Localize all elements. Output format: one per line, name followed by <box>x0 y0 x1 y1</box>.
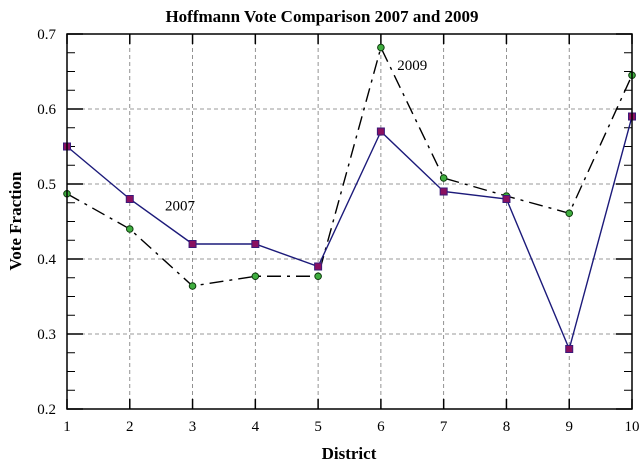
data-point-circle <box>314 272 322 281</box>
annotation-label: 2007 <box>165 198 196 214</box>
data-point-square <box>251 240 260 248</box>
data-point-square <box>314 262 323 271</box>
x-axis-label: District <box>322 444 377 463</box>
x-tick-label: 7 <box>440 419 448 435</box>
grid <box>67 34 632 409</box>
annotation-label: 2009 <box>397 58 427 74</box>
data-point-circle <box>188 282 197 290</box>
data-point-square <box>188 240 197 248</box>
data-point-square <box>125 195 134 203</box>
x-tick-label: 8 <box>503 419 511 435</box>
x-tick-label: 9 <box>565 419 573 435</box>
x-tick-label: 1 <box>63 419 71 435</box>
y-tick-label: 0.5 <box>37 177 56 193</box>
axis-ticks: 1 2 3 4 5 6 7 8 9 10 0.2 0.3 0.4 0.5 0.6 0.7 <box>37 27 639 435</box>
data-point-circle <box>565 209 574 218</box>
x-tick-label: 6 <box>377 419 385 435</box>
x-tick-label: 10 <box>625 419 640 435</box>
data-point-square <box>439 187 448 196</box>
data-point-circle <box>439 174 448 182</box>
plot-frame <box>66 33 633 410</box>
series-line <box>66 45 633 287</box>
data-point-circle <box>377 43 385 52</box>
data-point-circle <box>125 225 134 233</box>
y-tick-label: 0.2 <box>37 402 56 418</box>
x-tick-label: 4 <box>252 419 260 435</box>
y-axis-label: Vote Fraction <box>6 171 25 271</box>
y-tick-label: 0.6 <box>37 102 56 118</box>
data-point-square <box>376 127 385 136</box>
series-line <box>66 116 633 352</box>
annotations: 2007 2009 <box>165 58 427 214</box>
chart-title: Hoffmann Vote Comparison 2007 and 2009 <box>165 7 478 26</box>
series-group <box>63 43 636 353</box>
data-point-circle <box>251 272 260 281</box>
x-tick-label: 3 <box>189 419 197 435</box>
x-tick-label: 5 <box>314 419 322 435</box>
y-tick-label: 0.3 <box>37 327 56 343</box>
x-tick-label: 2 <box>126 419 134 435</box>
y-tick-label: 0.4 <box>37 252 56 268</box>
y-tick-label: 0.7 <box>37 27 56 43</box>
data-point-square <box>565 345 574 353</box>
data-point-square <box>502 195 511 203</box>
